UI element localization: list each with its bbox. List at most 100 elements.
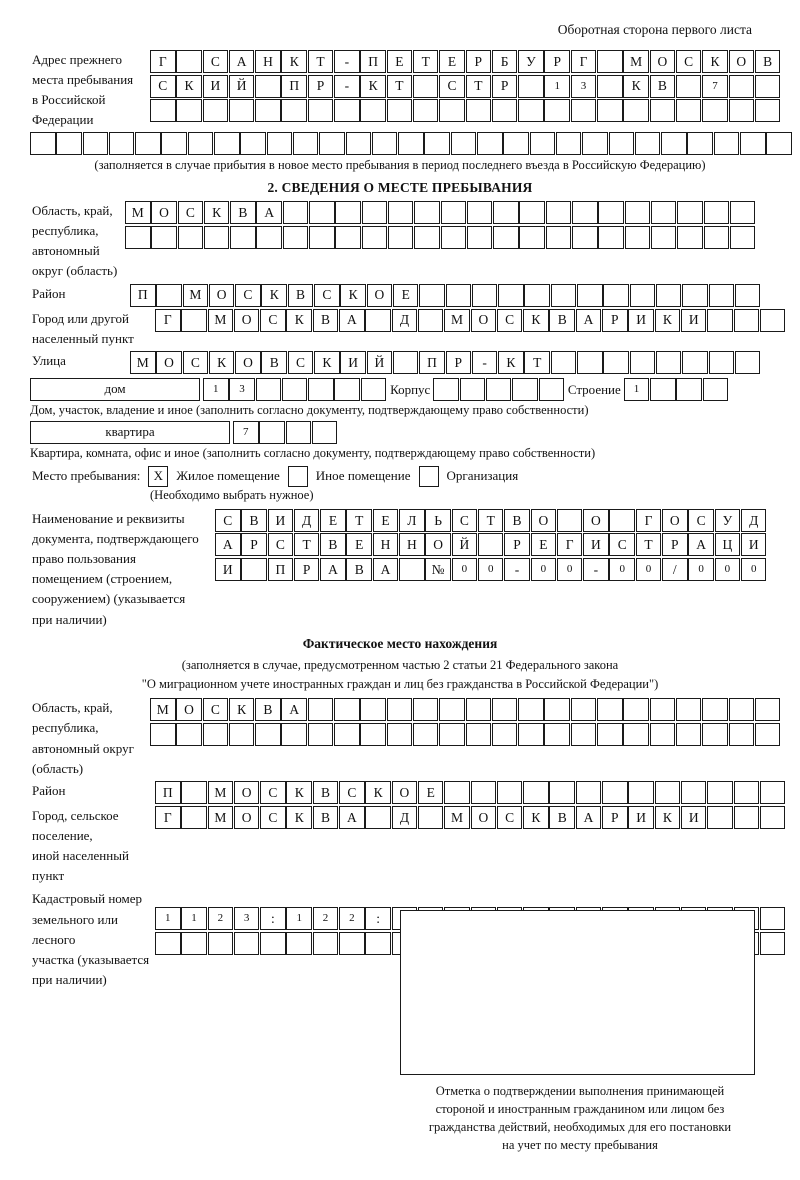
char-cell[interactable]: Т (386, 74, 413, 98)
char-cell[interactable] (512, 377, 538, 401)
char-cell[interactable] (155, 931, 181, 955)
char-cell[interactable]: О (470, 805, 497, 829)
char-cell[interactable]: О (530, 508, 557, 532)
char-cell[interactable]: О (470, 308, 497, 332)
char-cell[interactable] (108, 132, 135, 156)
char-cell[interactable]: П (130, 283, 156, 307)
char-cell[interactable] (577, 283, 603, 307)
char-cell[interactable] (655, 283, 682, 307)
char-cell[interactable] (439, 99, 465, 122)
char-cell[interactable]: С (314, 283, 340, 307)
char-cell[interactable]: 0 (451, 557, 478, 581)
char-cell[interactable] (365, 931, 391, 955)
char-cell[interactable] (30, 132, 56, 156)
char-cell[interactable]: Н (255, 50, 281, 73)
char-cell[interactable] (417, 805, 444, 829)
char-cell[interactable] (459, 377, 486, 401)
char-cell[interactable] (702, 698, 728, 722)
char-cell[interactable] (386, 722, 413, 746)
char-cell[interactable] (597, 722, 623, 746)
char-cell[interactable] (518, 99, 544, 122)
char-cell[interactable] (414, 201, 440, 225)
char-cell[interactable] (260, 931, 286, 955)
char-cell[interactable]: 1 (544, 74, 570, 98)
char-cell[interactable]: У (714, 508, 741, 532)
char-cell[interactable] (440, 201, 467, 225)
char-cell[interactable] (308, 377, 334, 401)
char-cell[interactable]: В (241, 508, 267, 532)
char-cell[interactable] (728, 722, 755, 746)
char-cell[interactable]: О (156, 350, 182, 374)
char-cell[interactable] (597, 99, 623, 122)
char-cell[interactable]: Д (391, 308, 418, 332)
char-cell[interactable]: 1 (203, 377, 229, 401)
char-cell[interactable]: С (260, 780, 286, 804)
char-cell[interactable] (281, 722, 307, 746)
char-cell[interactable] (471, 283, 498, 307)
char-cell[interactable]: А (372, 557, 399, 581)
char-cell[interactable]: И (740, 533, 767, 557)
char-cell[interactable] (281, 377, 308, 401)
char-cell[interactable] (570, 698, 597, 722)
char-cell[interactable]: 0 (635, 557, 662, 581)
char-cell[interactable] (708, 283, 735, 307)
char-cell[interactable] (203, 225, 230, 249)
char-cell[interactable] (135, 132, 161, 156)
char-cell[interactable] (202, 99, 229, 122)
char-cell[interactable]: 2 (312, 907, 339, 931)
char-cell[interactable] (707, 780, 733, 804)
char-cell[interactable] (609, 508, 635, 532)
char-cell[interactable]: В (754, 50, 781, 73)
char-cell[interactable]: Е (417, 780, 444, 804)
char-cell[interactable] (702, 99, 728, 122)
char-cell[interactable]: К (228, 698, 255, 722)
char-cell[interactable]: К (623, 74, 649, 98)
char-cell[interactable] (335, 201, 361, 225)
char-cell[interactable] (399, 557, 425, 581)
char-cell[interactable]: В (230, 201, 256, 225)
char-cell[interactable]: Т (412, 50, 439, 73)
char-cell[interactable] (177, 225, 204, 249)
cell-row[interactable]: И П Р А В А № 0 0-0 0-0 0/0 0 0 (215, 557, 767, 581)
char-cell[interactable]: И (680, 805, 707, 829)
char-cell[interactable]: Ь (425, 508, 451, 532)
char-cell[interactable]: О (233, 308, 260, 332)
char-cell[interactable] (529, 132, 556, 156)
char-cell[interactable]: В (312, 308, 339, 332)
char-cell[interactable]: П (360, 50, 386, 73)
char-cell[interactable]: Н (372, 533, 399, 557)
char-cell[interactable] (255, 99, 281, 122)
char-cell[interactable] (255, 722, 281, 746)
char-cell[interactable]: С (202, 50, 229, 73)
char-cell[interactable]: Й (451, 533, 478, 557)
char-cell[interactable]: К (286, 780, 312, 804)
char-cell[interactable]: К (176, 74, 202, 98)
char-cell[interactable]: А (228, 50, 255, 73)
char-cell[interactable] (519, 225, 545, 249)
char-cell[interactable] (181, 805, 207, 829)
char-cell[interactable]: Р (662, 533, 688, 557)
char-cell[interactable]: Р (293, 557, 320, 581)
char-cell[interactable] (654, 780, 681, 804)
char-cell[interactable] (150, 722, 176, 746)
char-cell[interactable] (570, 99, 597, 122)
char-cell[interactable]: М (444, 308, 470, 332)
flat-cells[interactable]: 7 (233, 420, 338, 444)
char-cell[interactable] (650, 377, 676, 401)
char-cell[interactable] (477, 533, 504, 557)
char-cell[interactable] (545, 201, 572, 225)
char-cell[interactable] (181, 931, 207, 955)
char-cell[interactable] (241, 557, 267, 581)
char-cell[interactable]: С (150, 74, 176, 98)
char-cell[interactable]: К (261, 283, 287, 307)
char-cell[interactable] (176, 50, 202, 73)
char-cell[interactable]: А (320, 557, 346, 581)
char-cell[interactable] (661, 132, 687, 156)
char-cell[interactable]: Н (399, 533, 425, 557)
char-cell[interactable] (56, 132, 82, 156)
char-cell[interactable]: С (496, 308, 523, 332)
char-cell[interactable]: О (366, 283, 393, 307)
